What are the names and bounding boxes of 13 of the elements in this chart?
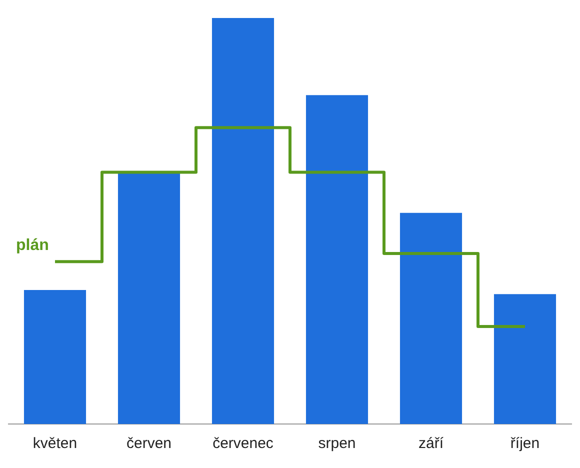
bar [494,294,556,424]
x-tick-label: září [418,435,444,452]
bar [24,290,86,424]
x-tick-label: červenec [212,435,274,452]
x-tick-label: květen [32,435,78,452]
x-tick-label: červen [126,435,172,452]
bar [212,18,274,424]
x-tick-label: srpen [318,435,356,452]
bar [306,95,368,424]
bar [118,172,180,424]
x-tick-label: říjen [510,435,540,452]
bar [400,212,462,424]
series-label: plán [16,237,49,254]
